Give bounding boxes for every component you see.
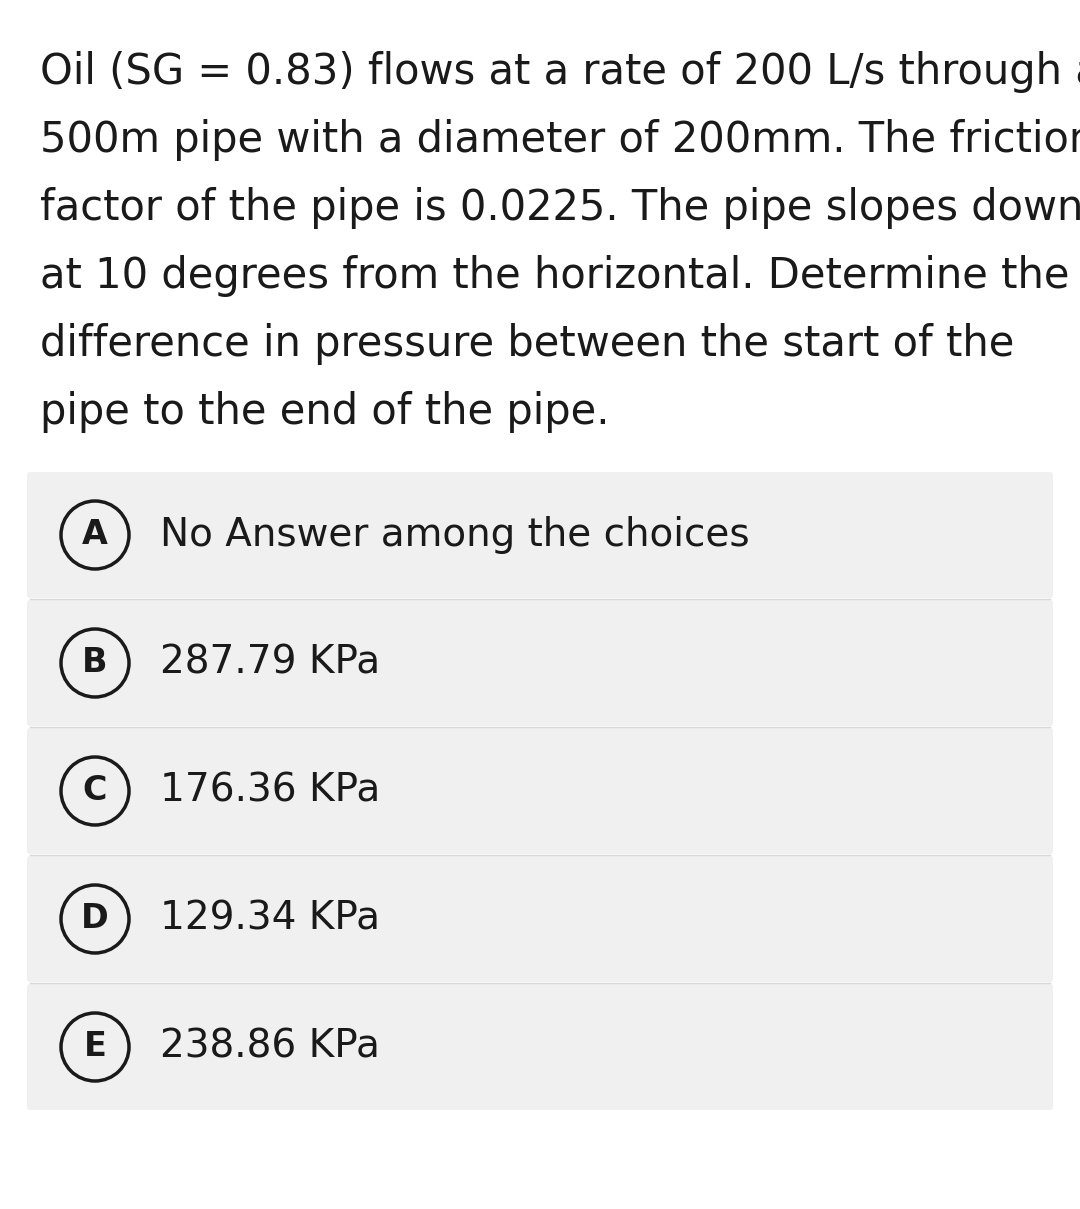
FancyBboxPatch shape: [27, 472, 1053, 598]
Text: 129.34 KPa: 129.34 KPa: [160, 899, 380, 938]
Text: difference in pressure between the start of the: difference in pressure between the start…: [40, 323, 1014, 365]
Text: at 10 degrees from the horizontal. Determine the: at 10 degrees from the horizontal. Deter…: [40, 255, 1069, 297]
Text: 500m pipe with a diameter of 200mm. The friction: 500m pipe with a diameter of 200mm. The …: [40, 118, 1080, 161]
Text: D: D: [81, 902, 109, 936]
FancyBboxPatch shape: [27, 600, 1053, 725]
FancyBboxPatch shape: [27, 856, 1053, 982]
Text: Oil (SG = 0.83) flows at a rate of 200 L/s through a: Oil (SG = 0.83) flows at a rate of 200 L…: [40, 51, 1080, 93]
Text: No Answer among the choices: No Answer among the choices: [160, 516, 750, 554]
Text: 176.36 KPa: 176.36 KPa: [160, 773, 380, 810]
Text: C: C: [83, 775, 107, 808]
Text: E: E: [83, 1030, 107, 1064]
FancyBboxPatch shape: [27, 728, 1053, 854]
Text: 238.86 KPa: 238.86 KPa: [160, 1028, 380, 1066]
Text: A: A: [82, 519, 108, 551]
Text: B: B: [82, 647, 108, 679]
Text: pipe to the end of the pipe.: pipe to the end of the pipe.: [40, 391, 609, 433]
FancyBboxPatch shape: [27, 984, 1053, 1110]
Text: 287.79 KPa: 287.79 KPa: [160, 644, 380, 682]
Text: factor of the pipe is 0.0225. The pipe slopes down: factor of the pipe is 0.0225. The pipe s…: [40, 187, 1080, 229]
